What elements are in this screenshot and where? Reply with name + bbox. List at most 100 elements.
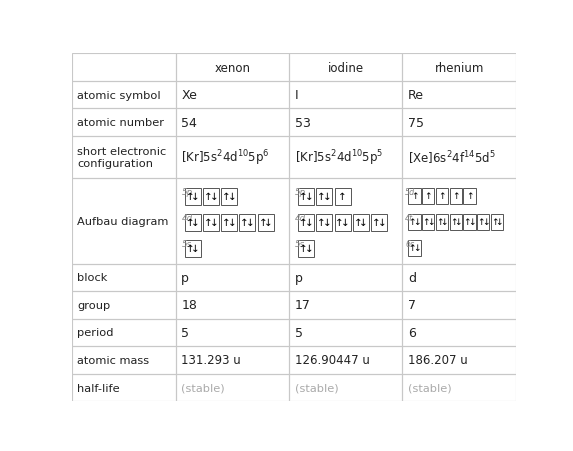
Text: ↓: ↓ [191,218,200,228]
Bar [335,188,351,206]
Bar [450,214,462,230]
Bar [402,264,516,291]
Bar [450,188,462,204]
Text: ↓: ↓ [359,218,368,228]
Text: ↓: ↓ [210,192,218,202]
Bar [176,346,289,374]
Text: ↑: ↑ [317,218,326,228]
Text: ↑: ↑ [372,218,380,228]
Bar [72,374,176,401]
Text: ↓: ↓ [413,218,421,227]
Text: block: block [77,273,107,283]
Bar [408,188,421,204]
Text: 5p: 5p [295,187,306,196]
Text: p: p [295,271,303,284]
Text: ↑: ↑ [186,218,194,228]
Text: ↑: ↑ [491,218,499,227]
Text: atomic mass: atomic mass [77,355,149,365]
Bar [176,319,289,346]
Text: ↑: ↑ [204,192,213,202]
Text: ↑: ↑ [222,192,231,202]
Text: ↓: ↓ [191,244,200,254]
Text: 5p: 5p [182,187,193,196]
Bar [176,109,289,137]
Text: ↓: ↓ [413,244,421,253]
Text: ↑: ↑ [338,192,347,202]
Text: 17: 17 [295,299,311,312]
Text: half-life: half-life [77,382,120,393]
Text: ↓: ↓ [191,192,200,202]
Bar [221,214,237,231]
Bar [289,291,402,319]
Text: 5: 5 [181,326,189,339]
Text: ↑: ↑ [240,218,249,228]
Bar [464,188,476,204]
Bar [185,240,201,258]
Text: 6s: 6s [405,239,414,248]
Text: 54: 54 [181,116,197,129]
Text: ↓: ↓ [378,218,386,228]
Bar [72,137,176,179]
Text: ↑: ↑ [299,244,308,254]
Text: Re: Re [408,89,424,102]
Text: ↑: ↑ [354,218,362,228]
Text: ↓: ↓ [246,218,255,228]
Text: ↑: ↑ [186,244,194,254]
Text: ↓: ↓ [210,218,218,228]
Text: rhenium: rhenium [434,61,484,74]
Text: $\mathsf{[Kr]5s^24d^{10}5p^6}$: $\mathsf{[Kr]5s^24d^{10}5p^6}$ [181,148,270,168]
Text: atomic symbol: atomic symbol [77,90,160,100]
Bar [72,319,176,346]
Text: 131.293 u: 131.293 u [181,354,241,367]
Text: 6: 6 [408,326,415,339]
Text: 4f: 4f [405,213,413,222]
Bar [402,291,516,319]
Text: 7: 7 [408,299,416,312]
Text: ↓: ↓ [454,218,462,227]
Bar [298,214,314,231]
Text: ↓: ↓ [305,244,313,254]
Text: p: p [181,271,189,284]
Text: short electronic
configuration: short electronic configuration [77,147,166,169]
Text: ↓: ↓ [427,218,434,227]
Bar [316,214,332,231]
Text: ↑: ↑ [425,192,432,201]
Text: ↑: ↑ [452,192,460,201]
Text: iodine: iodine [328,61,364,74]
Text: ↑: ↑ [204,218,213,228]
Bar [176,264,289,291]
Bar [422,214,434,230]
Text: ↑: ↑ [409,218,416,227]
Bar [402,137,516,179]
Text: ↓: ↓ [468,218,476,227]
Text: 186.207 u: 186.207 u [408,354,468,367]
Text: ↑: ↑ [422,218,430,227]
Text: ↓: ↓ [305,218,313,228]
Text: ↓: ↓ [323,192,332,202]
Text: 4d: 4d [295,213,306,222]
Bar [289,319,402,346]
Bar [402,109,516,137]
Text: group: group [77,300,110,310]
Bar [176,374,289,401]
Bar [402,54,516,82]
Bar [289,137,402,179]
Bar [491,214,503,230]
Bar [185,214,201,231]
Text: I: I [295,89,298,102]
Text: ↓: ↓ [228,192,237,202]
Text: d: d [408,271,416,284]
Text: Aufbau diagram: Aufbau diagram [77,216,168,226]
Text: (stable): (stable) [295,382,338,393]
Bar [436,214,448,230]
Text: ↓: ↓ [341,218,350,228]
Bar [402,346,516,374]
Text: ↓: ↓ [305,192,313,202]
Bar [316,188,332,206]
Text: ↑: ↑ [466,192,473,201]
Bar [176,82,289,109]
Bar [289,264,402,291]
Bar [289,54,402,82]
Bar [289,346,402,374]
Text: ↑: ↑ [299,192,308,202]
